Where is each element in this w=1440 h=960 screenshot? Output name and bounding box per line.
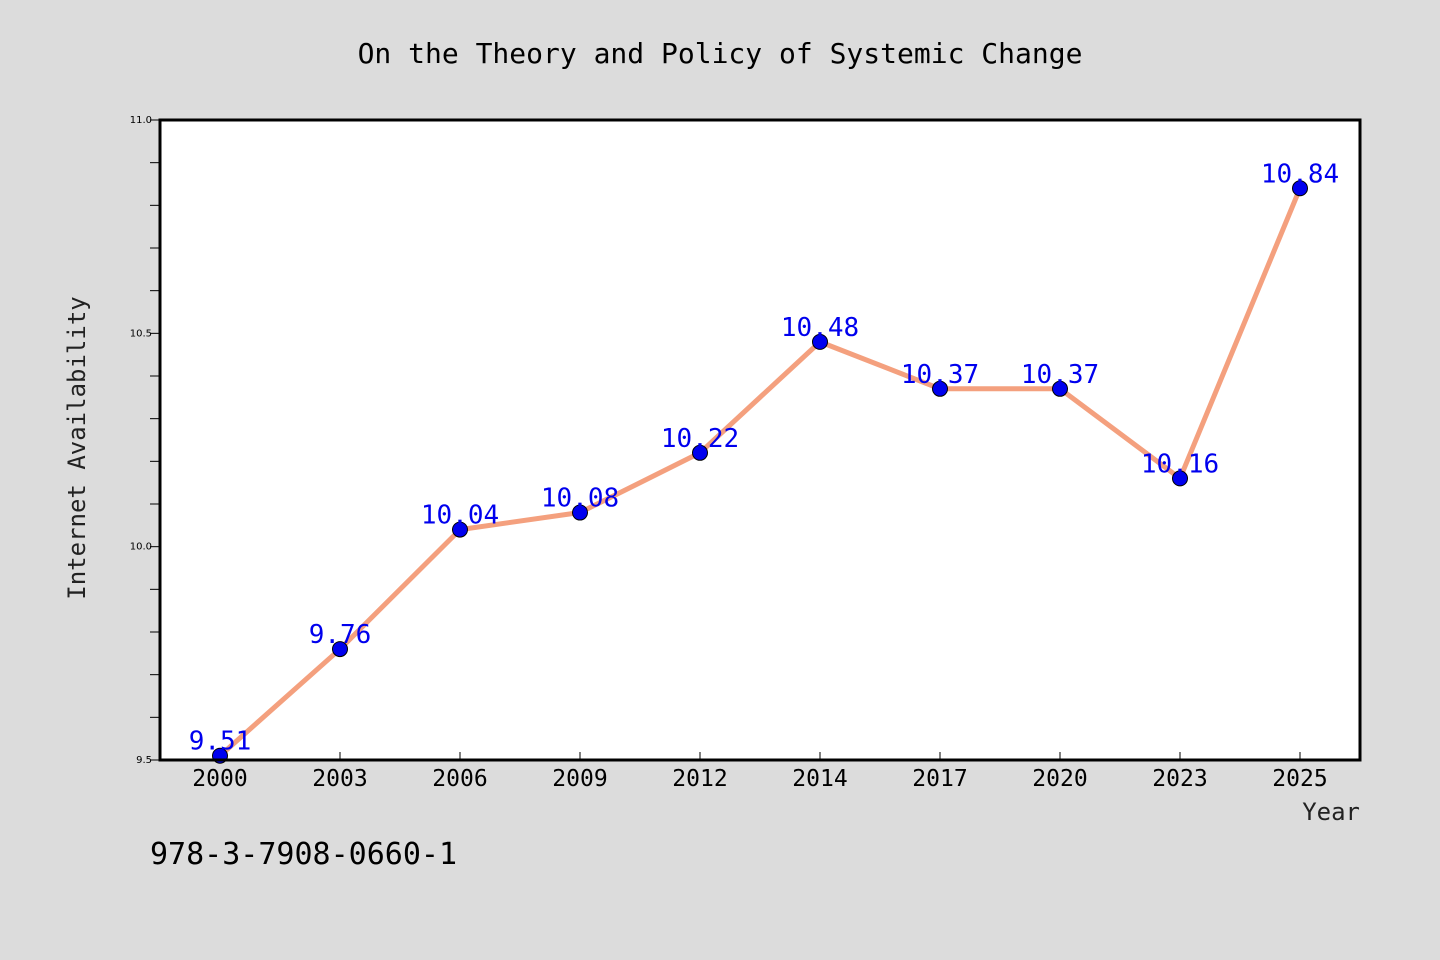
data-point bbox=[692, 444, 708, 461]
data-point bbox=[1052, 380, 1068, 397]
y-tick-label: 11.0 bbox=[130, 115, 152, 126]
x-tick-label: 2023 bbox=[1152, 766, 1207, 792]
data-labels: 9.51 9.76 10.04 10.08 10.22 10.48 10.37 10.37 10… bbox=[189, 159, 1339, 756]
x-tick-label: 2025 bbox=[1272, 766, 1327, 792]
x-tick-label: 2000 bbox=[192, 766, 247, 792]
series-line-group bbox=[217, 185, 1303, 759]
data-label: 10.08 bbox=[541, 484, 619, 514]
x-tick-label: 2020 bbox=[1032, 766, 1087, 792]
x-axis-ticks: 2000 2003 2006 2009 2012 2014 2017 2020 2023 2025 bbox=[192, 752, 1328, 792]
y-axis-label: Internet Availability bbox=[63, 296, 91, 599]
data-point bbox=[332, 641, 348, 658]
chart-title: On the Theory and Policy of Systemic Cha… bbox=[358, 37, 1083, 70]
data-point bbox=[452, 521, 468, 538]
x-tick-label: 2009 bbox=[552, 766, 607, 792]
data-label: 10.04 bbox=[421, 501, 499, 531]
y-tick-label: 10.5 bbox=[130, 328, 152, 339]
data-label: 9.76 bbox=[309, 620, 372, 650]
x-tick-label: 2014 bbox=[792, 766, 847, 792]
data-point bbox=[1172, 470, 1188, 487]
data-point bbox=[812, 333, 828, 350]
data-label: 10.84 bbox=[1261, 159, 1339, 189]
data-label: 9.51 bbox=[189, 727, 252, 757]
plot-frame bbox=[158, 118, 1362, 762]
data-label: 10.37 bbox=[901, 360, 979, 390]
plot-background bbox=[160, 120, 1360, 760]
x-tick-label: 2017 bbox=[912, 766, 967, 792]
data-label: 10.48 bbox=[781, 313, 859, 343]
series-markers bbox=[212, 180, 1308, 764]
x-tick-label: 2012 bbox=[672, 766, 727, 792]
data-point bbox=[932, 380, 948, 397]
y-axis-ticks: 9.5 10.0 10.5 11.0 bbox=[130, 115, 160, 766]
series-line bbox=[217, 185, 1303, 759]
data-point bbox=[572, 504, 588, 521]
data-label: 10.37 bbox=[1021, 360, 1099, 390]
x-tick-label: 2006 bbox=[432, 766, 487, 792]
data-point bbox=[1292, 180, 1308, 197]
x-axis-label: Year bbox=[1302, 798, 1360, 826]
y-tick-label: 10.0 bbox=[130, 542, 152, 553]
x-tick-label: 2003 bbox=[312, 766, 367, 792]
data-label: 10.16 bbox=[1141, 449, 1219, 479]
y-tick-label: 9.5 bbox=[136, 755, 152, 766]
data-label: 10.22 bbox=[661, 424, 739, 454]
